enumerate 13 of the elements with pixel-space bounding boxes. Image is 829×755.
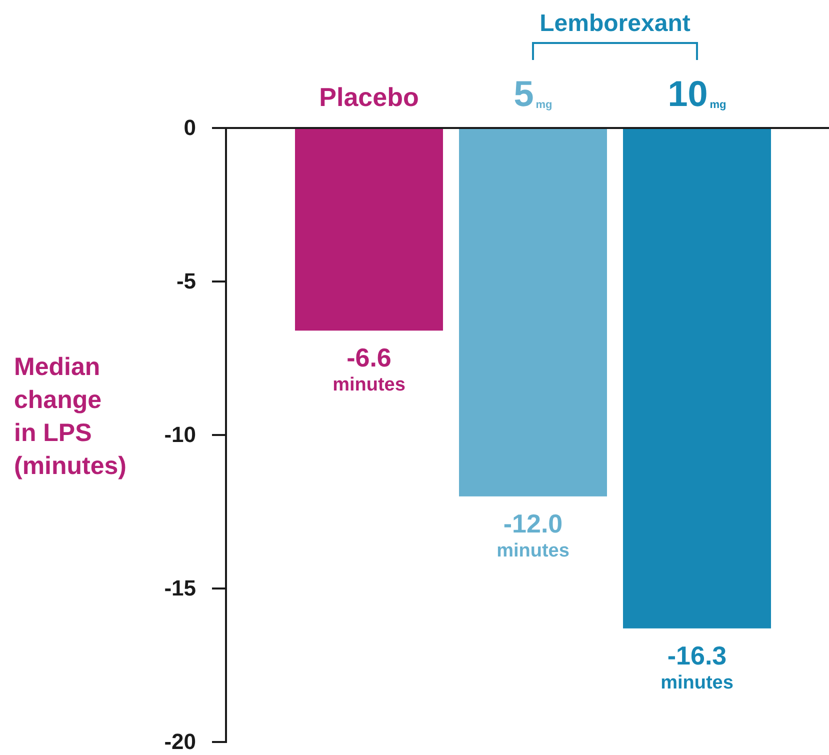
text: Lemborexant [540, 10, 690, 37]
y-axis-title: Median change in LPS (minutes) [14, 353, 126, 480]
data-label: -6.6 minutes [332, 342, 406, 396]
x-tick-label: Placebo [319, 82, 419, 112]
y-tick-label: 0 [184, 115, 196, 140]
data-label: -12.0 minutes [496, 508, 570, 562]
y-tick-label: -5 [176, 268, 196, 294]
y-tick-label: -15 [164, 576, 196, 601]
x-tick-label: 5$_{mg}$ [514, 73, 552, 114]
data-label: -16.3 minutes [660, 640, 734, 694]
y-tick-label: -10 [164, 422, 196, 448]
y-tick-label: -20 [164, 729, 196, 754]
x-tick-label: 10$_{mg}$ [668, 73, 726, 114]
